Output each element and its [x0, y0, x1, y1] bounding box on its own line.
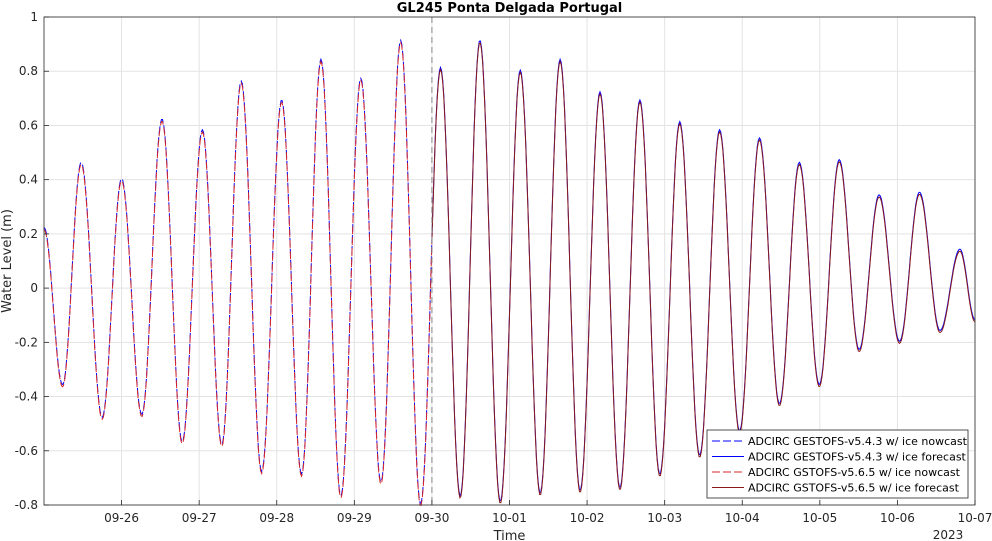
y-tick-label: 1: [30, 10, 38, 24]
legend-entry: ADCIRC GESTOFS-v5.4.3 w/ ice nowcast: [748, 435, 968, 448]
legend-entry: ADCIRC GSTOFS-v5.6.5 w/ ice forecast: [748, 482, 960, 495]
y-tick-label: 0.6: [19, 118, 38, 132]
x-tick-label: 10-02: [570, 511, 605, 525]
x-axis-label: Time: [493, 529, 526, 541]
x-tick-label: 10-05: [802, 511, 837, 525]
series-line-4: [431, 42, 976, 504]
series-lines: [43, 38, 976, 506]
x-tick-label: 10-03: [647, 511, 682, 525]
x-tick-label: 10-04: [725, 511, 760, 525]
x-tick-label: 09-30: [414, 511, 449, 525]
legend-box: [706, 429, 969, 499]
y-tick-label: 0: [30, 281, 38, 295]
x-tick-label: 10-06: [880, 511, 915, 525]
x-tick-label: 10-07: [958, 511, 992, 525]
legend-entry: ADCIRC GESTOFS-v5.4.3 w/ ice forecast: [748, 451, 967, 464]
legend-entry: ADCIRC GSTOFS-v5.6.5 w/ ice nowcast: [748, 466, 961, 479]
chart-title: GL245 Ponta Delgada Portugal: [397, 1, 622, 16]
y-tick-label: -0.8: [15, 498, 38, 512]
y-tick-label: -0.4: [15, 390, 38, 404]
x-tick-label: 09-26: [104, 511, 139, 525]
y-tick-label: 0.8: [19, 64, 38, 78]
y-tick-label: 0.4: [19, 173, 38, 187]
x-tick-label: 09-27: [182, 511, 217, 525]
y-tick-label: -0.2: [15, 335, 38, 349]
y-tick-label: 0.2: [19, 227, 38, 241]
y-tick-label: -0.6: [15, 444, 38, 458]
y-axis-label: Water Level (m): [0, 209, 15, 313]
x-tick-label: 10-01: [492, 511, 527, 525]
x-tick-label: 09-28: [259, 511, 294, 525]
series-line-3: [43, 40, 433, 506]
legend: ADCIRC GESTOFS-v5.4.3 w/ ice nowcast ADCI…: [706, 429, 969, 499]
year-label: 2023: [933, 528, 964, 541]
x-tick-label: 09-29: [337, 511, 372, 525]
axis-ticks: -0.8 -0.6 -0.4 -0.2 0 0.2 0.4 0.6 0.8 1 09-26 09-27…: [15, 10, 992, 525]
